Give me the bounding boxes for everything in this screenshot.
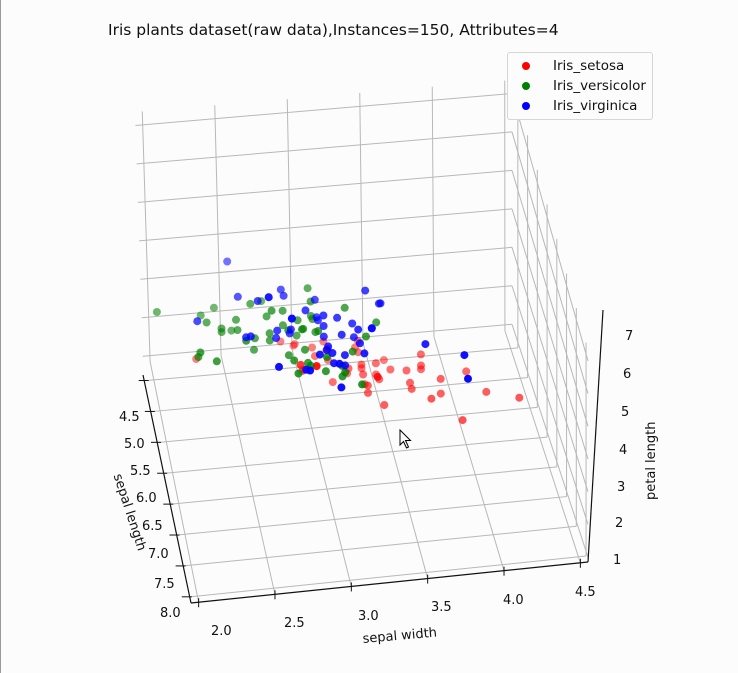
- legend-item-setosa: Iris_setosa: [522, 56, 624, 76]
- x-tick: 4.5: [119, 410, 140, 425]
- x-tick: 8.0: [160, 606, 181, 621]
- z-tick: 5: [621, 405, 630, 420]
- x-tick: 6.5: [142, 519, 163, 534]
- y-tick: 4.0: [503, 593, 524, 608]
- data-points: [152, 257, 524, 425]
- z-tick: 4: [619, 443, 628, 458]
- x-tick: 7.0: [148, 547, 169, 562]
- legend-marker-red-icon: [522, 62, 530, 70]
- y-tick: 3.0: [358, 609, 379, 624]
- chart-title: Iris plants dataset(raw data),Instances=…: [108, 21, 559, 39]
- x-tick: 5.0: [124, 437, 145, 452]
- window-left-border: [0, 0, 1, 673]
- legend-label: Iris_virginica: [553, 98, 638, 114]
- y-tick: 3.5: [431, 600, 452, 615]
- legend: Iris_setosa Iris_versicolor Iris_virgini…: [507, 52, 653, 120]
- axes-grid: [135, 80, 589, 603]
- legend-item-virginica: Iris_virginica: [522, 96, 637, 116]
- y-tick: 2.0: [211, 624, 232, 639]
- legend-marker-green-icon: [522, 82, 530, 90]
- y-tick: 4.5: [575, 585, 596, 600]
- z-tick: 3: [617, 480, 626, 495]
- z-axis-label: petal length: [644, 421, 659, 501]
- legend-label: Iris_setosa: [553, 58, 625, 74]
- z-tick: 1: [613, 553, 622, 568]
- x-tick: 5.5: [130, 464, 151, 479]
- mouse-cursor-icon: [399, 429, 412, 449]
- legend-marker-blue-icon: [522, 102, 530, 110]
- z-tick: 7: [625, 329, 634, 344]
- legend-label: Iris_versicolor: [553, 78, 646, 94]
- y-tick: 2.5: [284, 616, 305, 631]
- x-tick: 6.0: [136, 491, 157, 506]
- x-tick: 7.5: [154, 577, 175, 592]
- axes-lines: [138, 309, 604, 608]
- legend-item-versicolor: Iris_versicolor: [522, 76, 646, 96]
- z-tick: 6: [623, 367, 632, 382]
- z-tick: 2: [615, 516, 624, 531]
